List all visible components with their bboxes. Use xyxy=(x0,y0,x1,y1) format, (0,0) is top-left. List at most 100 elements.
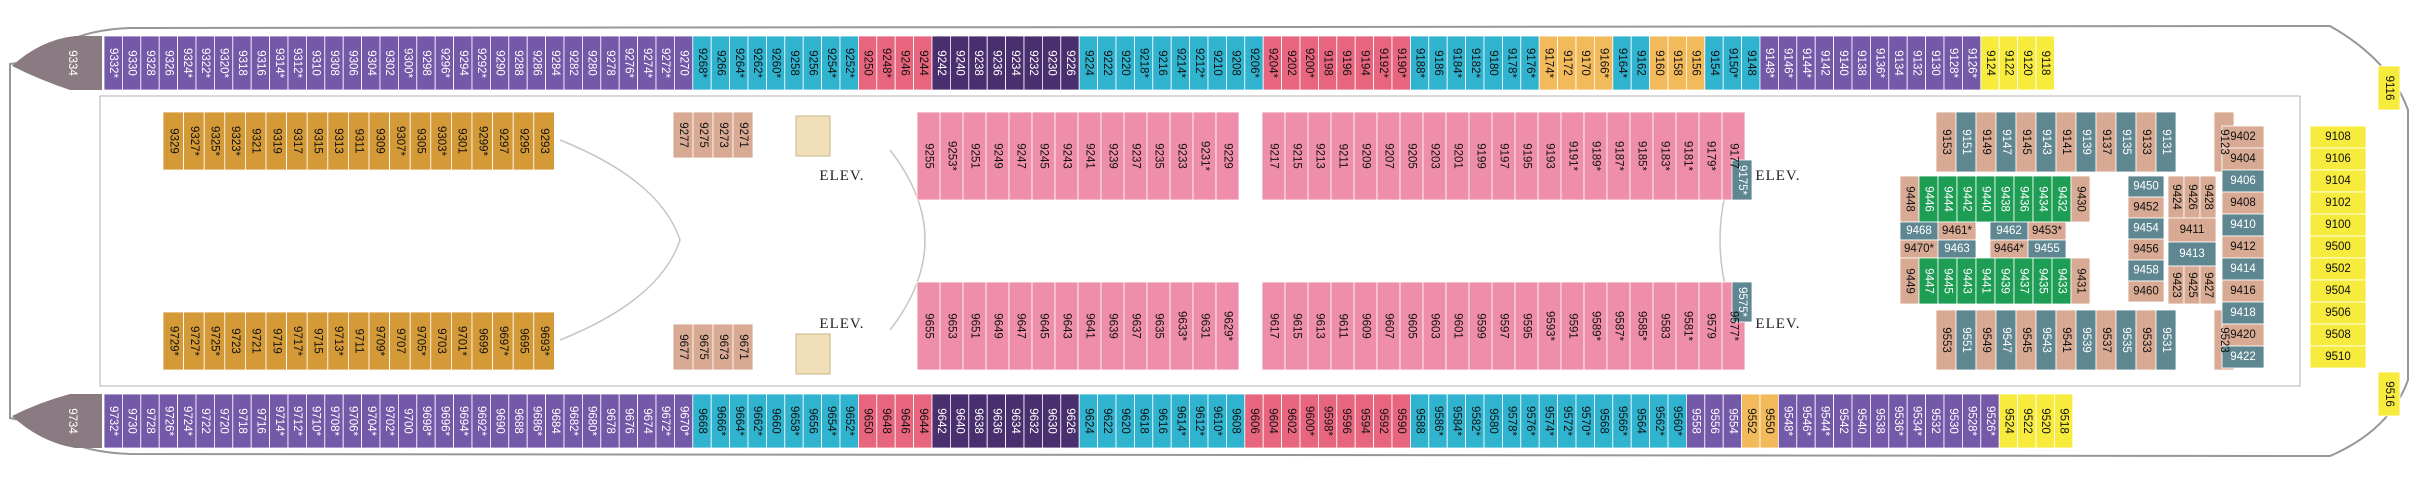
cabin-number: 9581* xyxy=(1682,311,1694,342)
cabin-number: 9313 xyxy=(332,128,344,154)
cabin-number: 9202 xyxy=(1285,50,1297,76)
cabin-number: 9177 xyxy=(1728,143,1740,169)
cabin-bow-top[interactable] xyxy=(2377,65,2401,111)
cabin-number: 9328 xyxy=(144,50,156,76)
cabin-9131[interactable] xyxy=(2155,111,2177,173)
cabin-9531[interactable] xyxy=(2155,309,2177,371)
cabin-number: 9410 xyxy=(2230,219,2256,231)
cabin-number: 9599 xyxy=(1475,313,1487,339)
cabin-number: 9236 xyxy=(990,50,1002,76)
cabin-number: 9310 xyxy=(310,50,322,76)
cabin-number: 9246 xyxy=(898,50,910,76)
cabin-number: 9204* xyxy=(1266,48,1278,79)
cabin-number: 9215 xyxy=(1291,143,1303,169)
cabin-number: 9122 xyxy=(2002,50,2014,76)
cabin-number: 9191* xyxy=(1567,141,1579,172)
cabin-9413[interactable] xyxy=(2167,241,2217,267)
cabin-9518[interactable] xyxy=(2053,393,2074,449)
cabin-teal-u[interactable] xyxy=(1731,159,1753,201)
cabin-number: 9309 xyxy=(373,128,385,154)
cabin-9460[interactable] xyxy=(2127,280,2165,303)
cabin-number: 9135 xyxy=(2120,129,2132,155)
label-layer: 9332* 9330 9328 9326 9324* 9322* 9320* 9318 9316… xyxy=(66,48,2395,437)
cabin-9422[interactable] xyxy=(2221,345,2265,369)
cabin-teal-l[interactable] xyxy=(1731,281,1753,323)
cabin-bow-bottom[interactable] xyxy=(2377,371,2401,417)
cabin-number: 9564 xyxy=(1634,408,1646,434)
cabin-number: 9452 xyxy=(2133,202,2159,214)
cabin-number: 9264* xyxy=(733,48,745,79)
cabin-number: 9175* xyxy=(1736,165,1748,196)
cabin-number: 9442 xyxy=(1961,186,1973,212)
cabin-number: 9144* xyxy=(1800,48,1812,79)
cabin-number: 9325* xyxy=(209,126,221,157)
cabin-number: 9633* xyxy=(1176,311,1188,342)
cabin-number: 9723 xyxy=(229,328,241,354)
cabin-9118[interactable] xyxy=(2035,35,2055,91)
cabin-9629[interactable] xyxy=(1215,281,1240,371)
cabin-number: 9642 xyxy=(935,408,947,434)
cabin-number: 9609 xyxy=(1360,313,1372,339)
cabin-9427[interactable] xyxy=(2199,265,2217,305)
cabin-layer xyxy=(103,35,2401,449)
cabin-number: 9183* xyxy=(1659,141,1671,172)
cabin-number: 9666* xyxy=(714,406,726,437)
cabin-number: 9611 xyxy=(1337,314,1349,339)
cabin-number: 9428 xyxy=(2202,184,2214,210)
cabin-number: 9201 xyxy=(1452,143,1464,169)
cabin-9671[interactable] xyxy=(732,323,754,371)
cabin-number: 9630 xyxy=(1046,408,1058,434)
cabin-9693[interactable] xyxy=(533,311,555,371)
cabin-number: 9688 xyxy=(512,408,524,434)
cabin-9293[interactable] xyxy=(533,111,555,171)
cabin-number: 9240 xyxy=(954,50,966,76)
cabin-number: 9245 xyxy=(1038,143,1050,169)
cabin-number: 9620 xyxy=(1119,408,1131,434)
cabin-number: 9437 xyxy=(2018,268,2030,294)
cabin-number: 9212* xyxy=(1193,48,1205,79)
cabin-9271[interactable] xyxy=(732,111,754,159)
cabin-number: 9662* xyxy=(751,406,763,437)
cabin-number: 9147 xyxy=(2000,129,2012,155)
elevator-label: ELEV. xyxy=(1755,316,1800,332)
cabin-number: 9533 xyxy=(2140,327,2152,353)
cabin-number: 9151 xyxy=(1960,129,1972,155)
cabin-number: 9614* xyxy=(1174,406,1186,437)
cabin-number: 9613 xyxy=(1314,313,1326,339)
cabin-number: 9148 xyxy=(1745,50,1757,76)
cabin-number: 9612* xyxy=(1193,406,1205,437)
cabin-number: 9272* xyxy=(659,48,671,79)
cabin-number: 9518 xyxy=(2058,408,2070,434)
cabin-number: 9126* xyxy=(1966,48,1978,79)
cabin-number: 9570* xyxy=(1579,406,1591,437)
cabin-number: 9726* xyxy=(162,406,174,437)
cabin-number: 9166* xyxy=(1598,48,1610,79)
cabin-number: 9727* xyxy=(188,326,200,357)
cabin-number: 9411 xyxy=(2180,224,2205,236)
cabin-number: 9722 xyxy=(199,408,211,434)
cabin-number: 9547 xyxy=(2000,327,2012,353)
cabin-number: 9715 xyxy=(312,328,324,354)
cabin-number: 9668 xyxy=(696,408,708,434)
cabin-number: 9295 xyxy=(518,128,530,154)
cabin-9430[interactable] xyxy=(2070,175,2091,223)
cabin-number: 9449 xyxy=(1904,268,1916,294)
cabin-number: 9330 xyxy=(126,50,138,76)
cabin-number: 9123 xyxy=(2218,129,2230,155)
cabin-9229[interactable] xyxy=(1215,111,1240,201)
cabin-number: 9329 xyxy=(167,128,179,154)
cabin-number: 9239 xyxy=(1107,143,1119,169)
cabin-9510[interactable] xyxy=(2309,345,2367,369)
cabin-number: 9644 xyxy=(917,408,929,434)
cabin-number: 9229 xyxy=(1222,143,1234,169)
cabin-number: 9551 xyxy=(1960,327,1972,353)
cabin-number: 9210 xyxy=(1211,50,1223,76)
cabin-number: 9100 xyxy=(2325,219,2351,231)
cabin-9431[interactable] xyxy=(2070,257,2091,305)
cabin-number: 9200* xyxy=(1303,48,1315,79)
cabin-number: 9431 xyxy=(2075,268,2087,294)
cabin-number: 9568 xyxy=(1598,408,1610,434)
cabin-number: 9516 xyxy=(2383,381,2395,407)
cabin-number: 9323* xyxy=(229,126,241,157)
